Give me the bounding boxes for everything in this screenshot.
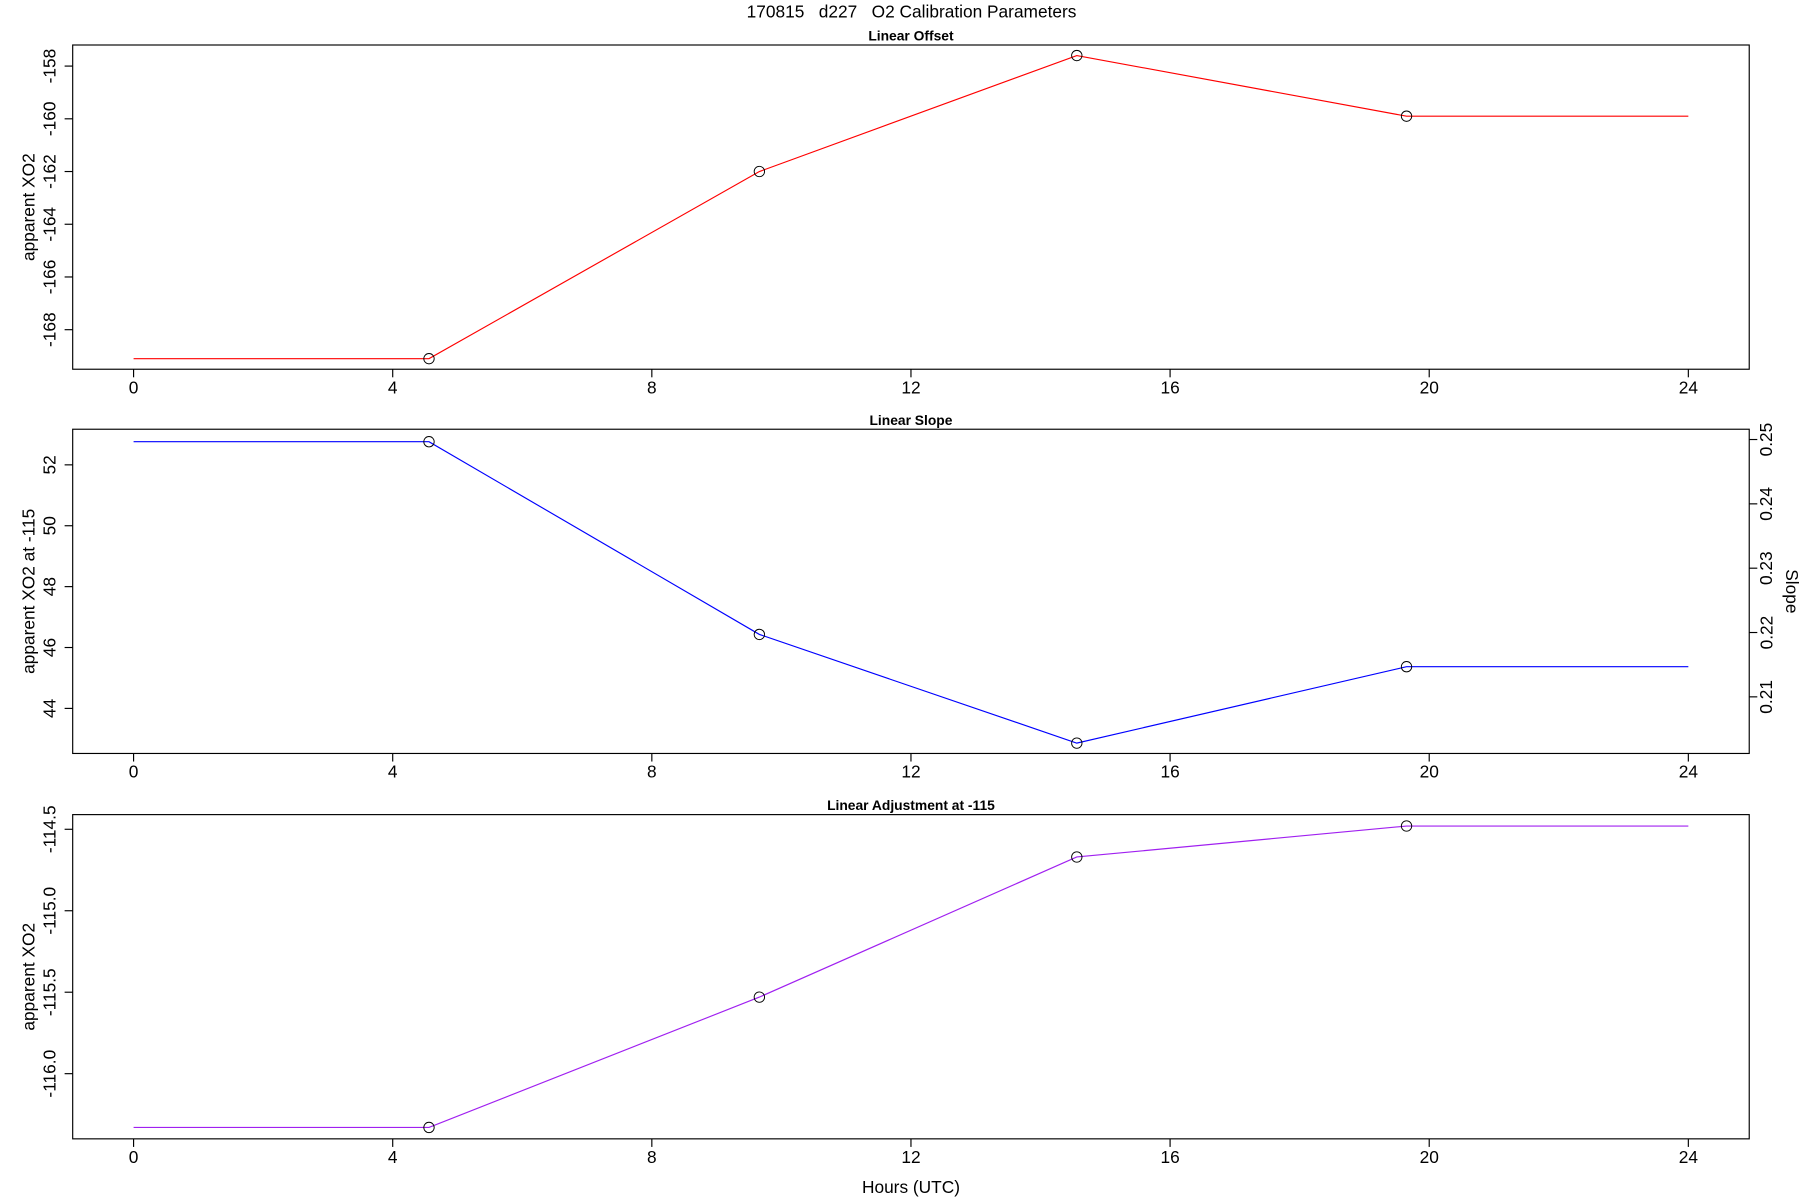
x-tick-label: 8: [647, 762, 657, 782]
x-tick-label: 24: [1679, 377, 1699, 397]
y-axis-label: apparent XO2: [19, 153, 39, 261]
y-tick-label: -168: [39, 312, 59, 347]
y-tick-label: -115.0: [39, 887, 59, 935]
x-tick-label: 12: [901, 1147, 920, 1167]
x-tick-label: 8: [647, 1147, 657, 1167]
data-point: [423, 436, 435, 448]
x-tick-label: 16: [1160, 377, 1179, 397]
y-tick-label: -162: [39, 154, 59, 189]
x-tick-label: 20: [1420, 1147, 1439, 1167]
plot-frame: [72, 814, 1750, 1140]
main-title: 170815 d227 O2 Calibration Parameters: [747, 1, 1077, 21]
y-tick-label: 52: [39, 455, 59, 474]
plot-frame: [72, 44, 1750, 370]
data-point: [1071, 737, 1083, 749]
y2-tick-label: 0.25: [1756, 423, 1776, 457]
x-tick-label: 0: [129, 1147, 139, 1167]
x-tick-label: 20: [1420, 377, 1439, 397]
y-tick-label: -116.0: [39, 1050, 59, 1098]
y-tick-label: 50: [39, 516, 59, 535]
data-point: [423, 353, 435, 365]
data-point: [1400, 820, 1413, 832]
data-line: [133, 54, 1689, 360]
y-tick-label: -160: [39, 101, 59, 136]
y-tick-label: -164: [39, 207, 59, 242]
y-tick-label: -114.5: [39, 805, 59, 853]
y2-tick-label: 0.21: [1756, 680, 1776, 714]
x-tick-label: 16: [1160, 762, 1179, 782]
x-tick-label: 12: [901, 762, 920, 782]
data-point: [753, 628, 766, 641]
y2-tick-label: 0.23: [1756, 551, 1776, 585]
y-tick-label: -158: [39, 49, 59, 84]
data-line: [133, 825, 1689, 1129]
x-tick-label: 24: [1679, 1147, 1699, 1167]
x-tick-label: 4: [388, 377, 398, 397]
y-tick-label: -115.5: [39, 968, 59, 1016]
panel-title: Linear Slope: [869, 412, 952, 428]
y-axis-label: apparent XO2 at -115: [19, 509, 39, 674]
data-line: [133, 441, 1689, 744]
y2-tick-label: 0.24: [1756, 487, 1776, 521]
x-tick-label: 16: [1160, 1147, 1179, 1167]
data-point: [1400, 661, 1413, 673]
y-tick-label: 46: [39, 638, 59, 657]
data-point: [1071, 851, 1083, 863]
x-tick-label: 8: [647, 377, 657, 397]
x-tick-label: 4: [388, 762, 398, 782]
y-tick-label: 44: [39, 698, 59, 718]
y-axis-label: apparent XO2: [19, 923, 39, 1031]
panel-title: Linear Offset: [868, 28, 954, 44]
data-point: [1400, 110, 1413, 122]
plot-frame: [72, 428, 1750, 755]
x-tick-label: 12: [901, 377, 920, 397]
panel-title: Linear Adjustment at -115: [827, 797, 995, 813]
y-tick-label: 48: [39, 577, 59, 596]
x-tick-label: 4: [388, 1147, 398, 1167]
x-tick-label: 0: [129, 762, 139, 782]
data-point: [423, 1121, 435, 1134]
y2-axis-label: Slope: [1782, 569, 1800, 613]
x-tick-label: 20: [1420, 762, 1439, 782]
y-tick-label: -166: [39, 260, 59, 295]
x-tick-label: 24: [1679, 762, 1699, 782]
data-point: [753, 991, 766, 1003]
x-axis-label: Hours (UTC): [862, 1177, 960, 1197]
y2-tick-label: 0.22: [1756, 616, 1776, 650]
x-tick-label: 0: [129, 377, 139, 397]
data-point: [1071, 49, 1083, 62]
data-point: [753, 165, 766, 178]
